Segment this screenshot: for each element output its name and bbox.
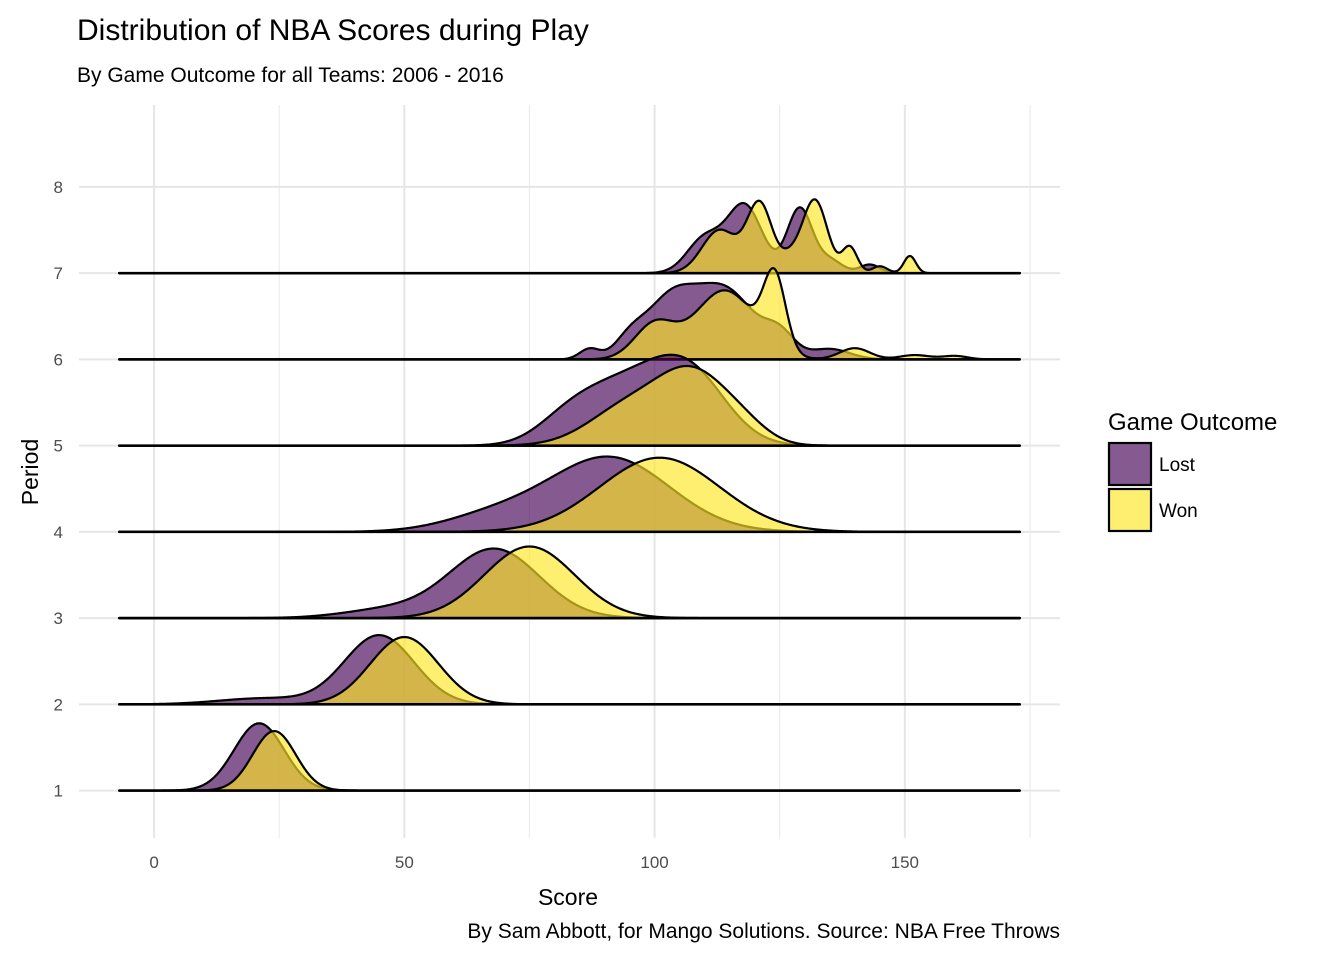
y-tick-label: 6 bbox=[54, 350, 63, 369]
y-tick-label: 7 bbox=[54, 264, 63, 283]
ridge-won-period-3 bbox=[117, 545, 1022, 620]
legend: Game Outcome Lost Won bbox=[1107, 409, 1277, 533]
y-tick-label: 2 bbox=[54, 695, 63, 714]
period-1-ridges bbox=[117, 722, 1022, 792]
axis-ticks: 0 50 100 150 1 2 3 4 5 6 7 8 bbox=[54, 178, 919, 872]
chart-title: Distribution of NBA Scores during Play bbox=[77, 14, 589, 47]
density-ridges bbox=[117, 198, 1022, 792]
ridge-lost-period-7 bbox=[117, 201, 1022, 275]
chart-subtitle: By Game Outcome for all Teams: 2006 - 20… bbox=[77, 64, 504, 87]
x-tick-label: 0 bbox=[149, 853, 158, 872]
period-7-ridges bbox=[117, 198, 1022, 275]
ridge-won-period-2 bbox=[117, 635, 1022, 706]
x-tick-label: 150 bbox=[891, 853, 919, 872]
y-tick-label: 5 bbox=[54, 437, 63, 456]
period-6-ridges bbox=[117, 267, 1022, 361]
y-tick-label: 8 bbox=[54, 178, 63, 197]
legend-label-won: Won bbox=[1159, 501, 1198, 522]
legend-label-lost: Lost bbox=[1159, 455, 1196, 476]
ridge-lost-period-2 bbox=[117, 634, 1022, 706]
ridge-won-period-7 bbox=[117, 198, 1022, 275]
legend-key-won bbox=[1107, 487, 1153, 533]
legend-title: Game Outcome bbox=[1108, 409, 1277, 436]
x-tick-label: 100 bbox=[640, 853, 668, 872]
x-axis-title: Score bbox=[538, 884, 598, 910]
y-tick-label: 1 bbox=[54, 782, 63, 801]
ridge-lost-period-6 bbox=[117, 281, 1022, 361]
y-tick-label: 4 bbox=[54, 523, 63, 542]
ridge-won-period-6 bbox=[117, 267, 1022, 361]
period-4-ridges bbox=[117, 455, 1022, 534]
x-tick-label: 50 bbox=[395, 853, 414, 872]
period-2-ridges bbox=[117, 634, 1022, 706]
y-tick-label: 3 bbox=[54, 609, 63, 628]
y-axis-title: Period bbox=[17, 439, 43, 505]
legend-key-lost bbox=[1107, 441, 1153, 487]
period-3-ridges bbox=[117, 545, 1022, 620]
period-5-ridges bbox=[117, 353, 1022, 447]
chart-caption: By Sam Abbott, for Mango Solutions. Sour… bbox=[467, 920, 1060, 943]
